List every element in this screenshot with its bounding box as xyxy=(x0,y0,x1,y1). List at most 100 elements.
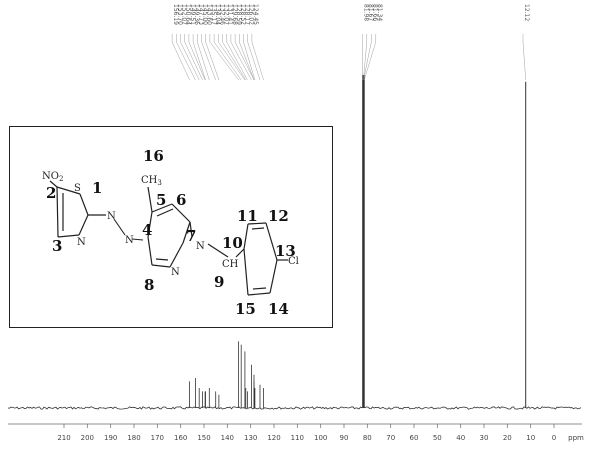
atom-no2: NO2 xyxy=(42,171,63,183)
aromatic-peak-label: 152.07 xyxy=(181,4,188,25)
molecule-structure-inset: NO2 S N N N CH3 N N CH Cl 1 2 3 4 5 6 7 … xyxy=(9,126,333,328)
aromatic-peak-label: 124.45 xyxy=(252,4,259,25)
molecule-structure: NO2 S N N N CH3 N N CH Cl 1 2 3 4 5 6 7 … xyxy=(42,147,299,318)
position-number-11: 11 xyxy=(237,207,258,225)
x-tick-label: 80 xyxy=(363,434,372,442)
sp-peak-leader xyxy=(364,34,376,81)
aliphatic-peak-label: 12.12 xyxy=(523,4,530,21)
x-tick-label: 50 xyxy=(433,434,442,442)
aromatic-peak-label: 156.19 xyxy=(172,4,179,25)
atom-n-pyridine: N xyxy=(171,267,180,278)
sp-peak-label: 81.67 xyxy=(367,4,374,21)
thiazole-ring xyxy=(49,180,106,238)
position-number-15: 15 xyxy=(235,300,256,318)
x-tick-label: 60 xyxy=(410,434,419,442)
x-axis-ticks: 210 200 190 180 170 160 150 140 130 120 110 100 90 80… xyxy=(57,424,584,442)
sp-peak-label: 81.98 xyxy=(362,4,369,21)
x-tick-label: 210 xyxy=(57,434,70,442)
aromatic-peak-leader xyxy=(205,34,220,81)
aromatic-peak-leader xyxy=(171,34,190,81)
atom-ch: CH xyxy=(222,259,239,270)
position-number-7: 7 xyxy=(186,227,196,245)
aromatic-peak-label: 145.00 xyxy=(202,4,209,25)
x-tick-label: 140 xyxy=(221,434,234,442)
peak-labels: 156.19153.70152.07150.64149.51149.36147.… xyxy=(171,4,530,81)
aromatic-peak-label: 128.17 xyxy=(244,4,251,25)
sp-peak-leader xyxy=(363,34,367,81)
aromatic-peak-label: 147.73 xyxy=(197,4,204,25)
chlorophenyl-group xyxy=(207,222,288,296)
x-tick-label: 180 xyxy=(127,434,140,442)
position-number-13: 13 xyxy=(275,242,296,260)
x-tick-label: 70 xyxy=(386,434,395,442)
x-tick-label: 120 xyxy=(267,434,280,442)
aromatic-peak-label: 134.04 xyxy=(214,4,221,25)
x-tick-label: 130 xyxy=(244,434,257,442)
aromatic-peak-leader xyxy=(213,34,242,81)
aromatic-peak-label: 143.60 xyxy=(206,4,213,25)
x-tick-label: 200 xyxy=(81,434,94,442)
atom-cl: Cl xyxy=(288,256,299,267)
x-tick-label: 100 xyxy=(314,434,327,442)
x-tick-label: 170 xyxy=(151,434,164,442)
pyridine-ring xyxy=(147,186,193,268)
aromatic-peak-leader xyxy=(239,34,255,81)
x-tick-label: 90 xyxy=(340,434,349,442)
x-tick-label: 190 xyxy=(104,434,117,442)
aromatic-peak-label: 150.64 xyxy=(185,4,192,25)
atom-ch3: CH3 xyxy=(141,175,162,187)
position-number-4: 4 xyxy=(142,221,152,239)
aromatic-peak-label: 132.07 xyxy=(223,4,230,25)
x-tick-label: 10 xyxy=(526,434,535,442)
atom-n-azo-2: N xyxy=(125,235,134,246)
aromatic-peak-leader xyxy=(222,34,246,81)
position-number-9: 9 xyxy=(214,273,224,291)
x-tick-label: 20 xyxy=(503,434,512,442)
position-number-12: 12 xyxy=(268,207,289,225)
peak-lines xyxy=(189,75,527,408)
baseline-noise xyxy=(7,406,582,410)
position-number-8: 8 xyxy=(144,276,154,294)
aromatic-peak-label: 135.17 xyxy=(210,4,217,25)
aromatic-peak-leader xyxy=(218,34,246,81)
position-number-5: 5 xyxy=(156,191,166,209)
azo-bond xyxy=(113,218,144,241)
sp-peak-label: 81.34 xyxy=(376,4,383,21)
aromatic-peak-leader xyxy=(192,34,206,81)
aromatic-peak-leader xyxy=(243,34,256,81)
position-number-10: 10 xyxy=(222,234,243,252)
aromatic-peak-leader xyxy=(251,34,264,81)
position-number-2: 2 xyxy=(46,184,56,202)
aromatic-peak-leader xyxy=(226,34,248,81)
spectrum-trace xyxy=(7,406,582,410)
aromatic-peak-leader xyxy=(197,34,210,81)
aromatic-peak-leader xyxy=(234,34,255,81)
aromatic-peak-label: 129.68 xyxy=(231,4,238,25)
aliphatic-peak-leader xyxy=(522,34,526,81)
sp-peak-label: 81.66 xyxy=(371,4,378,21)
aromatic-peak-leader xyxy=(188,34,206,81)
aromatic-peak-label: 153.70 xyxy=(176,4,183,25)
aromatic-peak-leader xyxy=(209,34,239,81)
aromatic-peak-label: 149.36 xyxy=(193,4,200,25)
x-tick-label: 0 xyxy=(552,434,556,442)
aromatic-peak-label: 126.02 xyxy=(248,4,255,25)
position-number-16: 16 xyxy=(143,147,164,165)
x-tick-label: 160 xyxy=(174,434,187,442)
atom-s: S xyxy=(74,183,81,194)
aromatic-peak-label: 128.59 xyxy=(235,4,242,25)
atom-n-thiazole: N xyxy=(77,237,86,248)
aromatic-peak-leader xyxy=(201,34,216,81)
aromatic-peak-label: 149.51 xyxy=(189,4,196,25)
aromatic-peak-leader xyxy=(176,34,196,81)
aromatic-peak-label: 128.52 xyxy=(239,4,246,25)
aromatic-peak-leader xyxy=(247,34,261,81)
position-number-3: 3 xyxy=(52,237,62,255)
position-number-1: 1 xyxy=(92,179,102,197)
x-tick-label: 150 xyxy=(197,434,210,442)
aromatic-peak-label: 131.41 xyxy=(227,4,234,25)
aromatic-peak-leader xyxy=(184,34,203,81)
sp-peak-leader xyxy=(363,34,372,81)
aromatic-peak-leader xyxy=(230,34,252,81)
